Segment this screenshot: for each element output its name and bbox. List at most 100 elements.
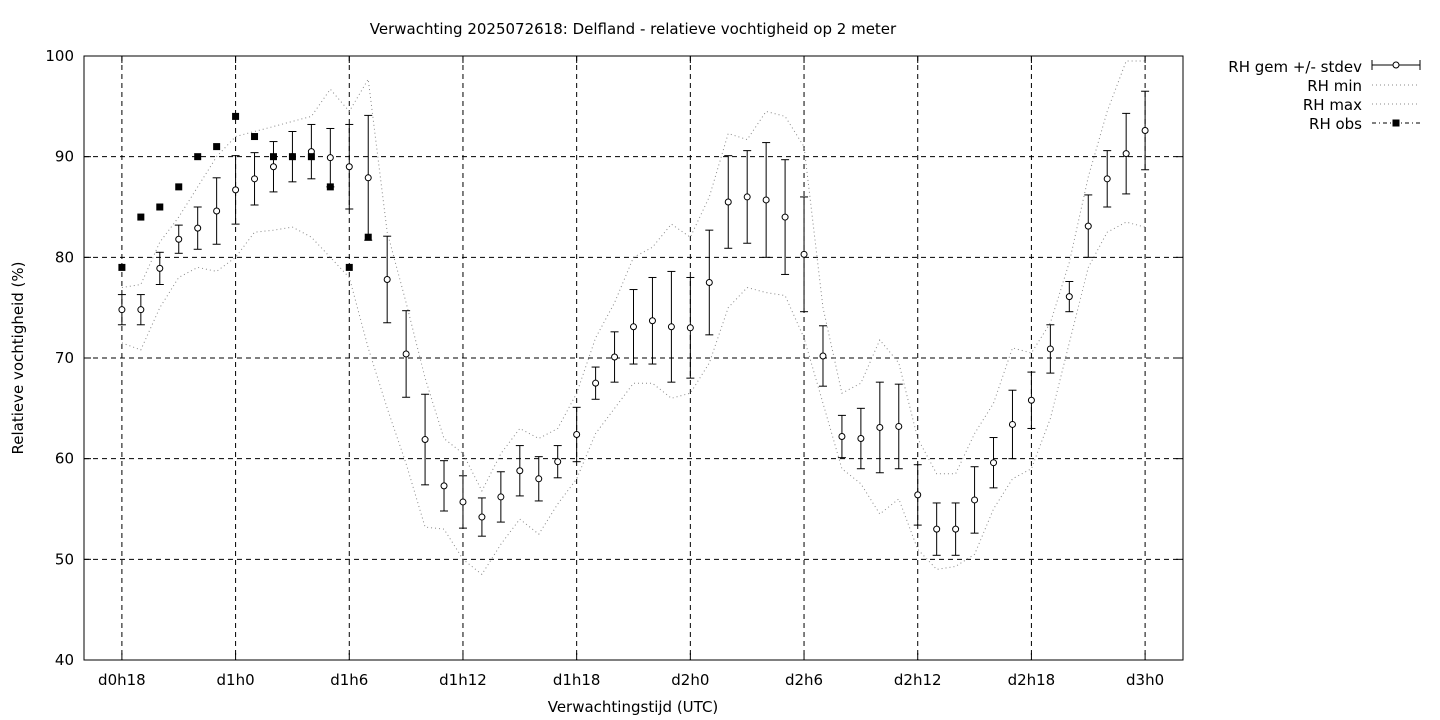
y-axis-label: Relatieve vochtigheid (%) xyxy=(9,261,27,454)
legend-swatch-obs xyxy=(1372,119,1420,127)
rh-mean-errorbar xyxy=(307,123,316,180)
rh-mean-errorbar xyxy=(913,464,922,526)
rh-mean-point xyxy=(1065,293,1073,301)
rh-mean-point xyxy=(213,207,221,215)
rh-mean-errorbar xyxy=(686,276,695,379)
x-axis-label: Verwachtingstijd (UTC) xyxy=(548,698,719,716)
rh-mean-errorbar xyxy=(250,152,259,206)
rh-mean-errorbar xyxy=(458,475,467,529)
rh-obs-point xyxy=(251,133,259,141)
rh-mean-errorbar xyxy=(894,383,903,470)
rh-mean-point xyxy=(592,379,600,387)
x-tick-label: d2h12 xyxy=(894,671,942,689)
rh-mean-point xyxy=(648,317,656,325)
rh-mean-errorbar xyxy=(648,276,657,365)
rh-mean-point xyxy=(345,163,353,171)
rh-mean-point xyxy=(952,525,960,533)
plot-area xyxy=(117,60,1150,576)
x-tick-label: d3h0 xyxy=(1126,671,1164,689)
rh-mean-point xyxy=(326,154,334,162)
rh-mean-point xyxy=(251,175,259,183)
rh-mean-errorbar xyxy=(1122,112,1131,195)
rh-mean-errorbar xyxy=(345,123,354,210)
rh-mean-point xyxy=(137,306,145,314)
rh-mean-errorbar xyxy=(1008,389,1017,460)
rh-obs-point xyxy=(175,183,183,191)
x-tick-label: d2h6 xyxy=(785,671,823,689)
rh-min-line xyxy=(121,221,1146,576)
legend-label-max: RH max xyxy=(1303,96,1362,114)
x-tick-label: d1h12 xyxy=(439,671,487,689)
rh-mean-errorbar xyxy=(383,235,392,324)
rh-mean-errorbar xyxy=(477,497,486,537)
y-tick-label: 90 xyxy=(55,148,74,166)
rh-mean-errorbar xyxy=(496,471,505,523)
legend-swatch-mean xyxy=(1371,60,1421,70)
rh-mean-errorbar xyxy=(989,437,998,489)
rh-mean-point xyxy=(364,174,372,182)
rh-obs-point xyxy=(364,233,372,241)
rh-mean-point xyxy=(1103,175,1111,183)
rh-mean-point xyxy=(1141,126,1149,134)
rh-mean-point xyxy=(630,323,637,331)
rh-mean-point xyxy=(914,491,922,499)
legend-label-min: RH min xyxy=(1307,77,1362,95)
y-tick-label: 100 xyxy=(45,47,74,65)
rh-mean-point xyxy=(440,482,448,490)
rh-mean-errorbar xyxy=(1027,371,1036,429)
rh-mean-point xyxy=(857,435,865,443)
y-tick-label: 60 xyxy=(55,450,74,468)
rh-mean-point xyxy=(762,196,770,204)
rh-mean-point xyxy=(554,458,562,466)
rh-mean-errorbar xyxy=(610,331,619,383)
rh-mean-errorbar xyxy=(818,325,827,387)
rh-mean-point xyxy=(1008,420,1016,428)
rh-mean-point xyxy=(383,275,391,283)
x-tick-label: d1h6 xyxy=(330,671,368,689)
x-tick-label: d0h18 xyxy=(98,671,146,689)
rh-mean-point xyxy=(1122,150,1130,158)
rh-mean-errorbar xyxy=(117,294,126,326)
rh-mean-errorbar xyxy=(762,142,771,258)
rh-mean-errorbar xyxy=(875,381,884,474)
rh-mean-errorbar xyxy=(705,229,714,336)
rh-obs-point xyxy=(137,213,145,221)
y-tick-label: 80 xyxy=(55,248,74,266)
legend-label-obs: RH obs xyxy=(1309,115,1362,133)
rh-mean-point xyxy=(269,163,277,171)
rh-mean-errorbar xyxy=(1103,150,1112,208)
rh-mean-point xyxy=(743,193,751,201)
rh-mean-errorbar xyxy=(970,466,979,534)
rh-mean-errorbar xyxy=(1065,280,1074,313)
y-tick-label: 50 xyxy=(55,550,74,568)
rh-mean-point xyxy=(611,353,619,361)
x-tick-label: d2h18 xyxy=(1008,671,1056,689)
rh-mean-errorbar xyxy=(1084,194,1093,258)
rh-mean-point xyxy=(705,279,713,286)
rh-mean-errorbar xyxy=(932,502,941,556)
rh-mean-point xyxy=(402,350,410,358)
rh-mean-errorbar xyxy=(1046,324,1055,374)
rh-mean-point xyxy=(667,323,675,331)
rh-obs-point xyxy=(345,263,353,271)
rh-mean-errorbar xyxy=(440,460,449,512)
rh-obs-point xyxy=(326,183,334,191)
y-tick-label: 40 xyxy=(55,651,74,669)
rh-mean-errorbar xyxy=(856,407,865,470)
rh-mean-errorbar xyxy=(231,155,240,225)
rh-mean-point xyxy=(232,186,240,194)
rh-mean-point xyxy=(478,513,486,521)
rh-mean-point xyxy=(175,235,183,243)
rh-mean-point xyxy=(535,475,543,483)
rh-mean-point xyxy=(819,352,827,360)
rh-mean-errorbar xyxy=(724,155,733,249)
rh-mean-point xyxy=(1084,222,1092,230)
rh-mean-point xyxy=(724,198,732,206)
rh-mean-point xyxy=(421,436,429,444)
rh-obs-point xyxy=(213,143,221,151)
rh-obs-point xyxy=(156,203,164,211)
rh-mean-point xyxy=(194,224,202,232)
rh-mean-point xyxy=(1046,345,1054,353)
rh-mean-errorbar xyxy=(534,456,543,502)
x-tick-label: d1h18 xyxy=(553,671,601,689)
